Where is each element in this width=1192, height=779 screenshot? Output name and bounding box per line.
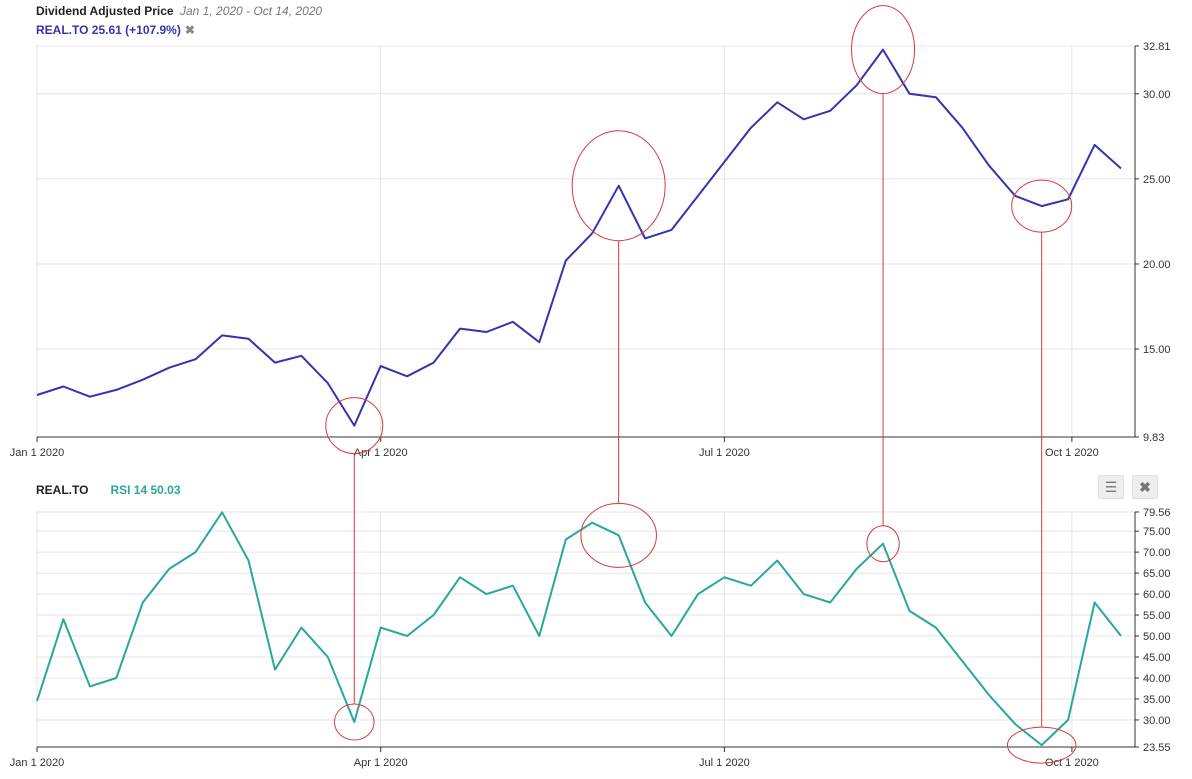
date-range: Jan 1, 2020 - Oct 14, 2020: [180, 4, 323, 18]
y-tick-label: 55.00: [1143, 610, 1171, 622]
annotation-circle: [580, 502, 657, 568]
x-tick-label: Jan 1 2020: [10, 447, 64, 459]
chart-title: Dividend Adjusted Price: [36, 4, 174, 18]
series-line: [36, 511, 1122, 747]
y-tick-label: 75.00: [1143, 526, 1171, 538]
plot-frame: [36, 511, 1136, 748]
y-tick-label: 25.00: [1143, 174, 1171, 186]
y-tick-label: 60.00: [1143, 589, 1171, 601]
rsi-legend: REAL.TO RSI 14 50.03: [36, 483, 181, 497]
y-tick-label: 30.00: [1143, 715, 1171, 727]
x-tick-label: Oct 1 2020: [1045, 447, 1099, 459]
y-tick-label: 30.00: [1143, 89, 1171, 101]
x-tick-label: Oct 1 2020: [1045, 757, 1099, 769]
y-tick-label: 45.00: [1143, 652, 1171, 664]
price-panel: 32.81 30.00 25.00 20.00 15.00 9.83 Jan 1 2020 A…: [10, 41, 1171, 459]
y-tick-label: 70.00: [1143, 547, 1171, 559]
rsi-value-label: RSI 14 50.03: [110, 483, 181, 497]
y-tick-label: 79.56: [1143, 507, 1171, 519]
x-tick-label: Jul 1 2020: [699, 757, 750, 769]
rsi-panel: 79.56 75.00 70.00 65.00 60.00 55.00 50.00 45.00…: [10, 507, 1171, 769]
annotations: [325, 5, 1077, 764]
y-tick-label: 35.00: [1143, 694, 1171, 706]
y-tick-label: 20.00: [1143, 259, 1171, 271]
close-icon[interactable]: ✖: [1132, 475, 1158, 499]
y-tick-label: 32.81: [1143, 41, 1171, 53]
y-tick-label: 50.00: [1143, 631, 1171, 643]
x-tick-label: Apr 1 2020: [354, 757, 408, 769]
x-tick-label: Jul 1 2020: [699, 447, 750, 459]
y-tick-label: 23.55: [1143, 742, 1171, 754]
y-tick-label: 9.83: [1143, 432, 1164, 444]
y-tick-label: 65.00: [1143, 568, 1171, 580]
price-legend-label: REAL.TO 25.61 (+107.9%): [36, 23, 181, 37]
rsi-symbol: REAL.TO: [36, 483, 89, 497]
series-line: [36, 48, 1122, 427]
close-icon[interactable]: ✖: [184, 23, 195, 37]
y-tick-label: 15.00: [1143, 344, 1171, 356]
y-tick-label: 40.00: [1143, 673, 1171, 685]
hamburger-menu-icon[interactable]: ☰: [1098, 475, 1124, 499]
x-tick-label: Jan 1 2020: [10, 757, 64, 769]
plot-frame: [36, 45, 1136, 438]
price-legend: REAL.TO 25.61 (+107.9%) ✖: [36, 23, 195, 37]
x-tick-label: Apr 1 2020: [354, 447, 408, 459]
